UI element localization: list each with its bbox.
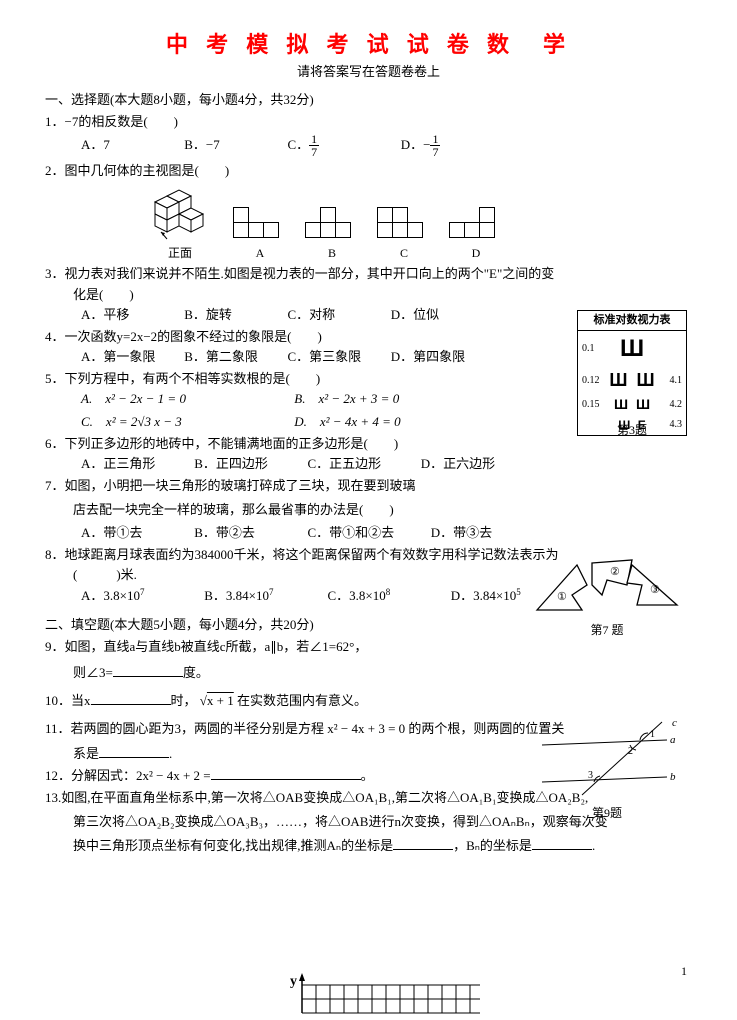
q7-caption: 第7 题 <box>532 622 682 639</box>
q7-line2: 店去配一块完全一样的玻璃，那么最省事的办法是( ) <box>45 501 692 519</box>
q9-blank <box>113 664 183 677</box>
q13-blank-a <box>393 837 453 850</box>
q6-opt-d: D．正六边形 <box>421 455 495 473</box>
q7-figure: ① ② ③ 第7 题 <box>532 555 682 639</box>
svg-text:1: 1 <box>650 729 655 740</box>
svg-text:②: ② <box>610 566 620 578</box>
svg-text:c: c <box>672 720 677 729</box>
q3-line2: 化是( ) <box>45 286 692 304</box>
q2-front-label: 正面 <box>168 245 192 262</box>
q10: 10．当x时， √x + 1 在实数范围内有意义。 <box>45 692 692 710</box>
q1-opt-c: C．17 <box>288 133 398 158</box>
q4-opt-a: A．第一象限 <box>81 348 181 366</box>
svg-text:2: 2 <box>628 746 633 757</box>
q8-opt-d: D．3.84×105 <box>451 586 521 606</box>
q9-caption: 第9题 <box>532 805 682 822</box>
q7-opt-b: B．带②去 <box>194 524 304 542</box>
q3-opt-d: D．位似 <box>391 306 439 324</box>
q2-figures: 正面 A B C <box>45 187 692 262</box>
q7-options: A．带①去 B．带②去 C．带①和②去 D．带③去 <box>45 524 692 542</box>
q3-opt-a: A．平移 <box>81 306 181 324</box>
page-title: 中 考 模 拟 考 试 试 卷 数 学 <box>45 30 692 61</box>
q6-opt-c: C．正五边形 <box>308 455 418 473</box>
y-axis-label: y <box>290 974 297 989</box>
q9-figure: c a b 1 2 3 第9题 <box>532 720 682 810</box>
q4-opt-d: D．第四象限 <box>391 348 465 366</box>
eye-chart: 标准对数视力表 0.1Ш0.12Ш Ш4.10.15Ш Ш4.2Ш E4.3 <box>577 310 687 436</box>
svg-text:3: 3 <box>588 770 593 781</box>
q2-opt-a-fig: A <box>233 207 287 262</box>
q2: 2．图中几何体的主视图是( ) <box>45 162 692 180</box>
q13-line3: 换中三角形顶点坐标有何变化,找出规律,推测Aₙ的坐标是，Bₙ的坐标是. <box>45 837 692 855</box>
q8-opt-c: C．3.8×108 <box>328 586 448 606</box>
q6-options: A．正三角形 B．正四边形 C．正五边形 D．正六边形 <box>45 455 692 473</box>
q7-opt-a: A．带①去 <box>81 524 191 542</box>
svg-text:b: b <box>670 771 676 783</box>
q2-opt-c-fig: C <box>377 207 431 262</box>
q1-opt-a: A．7 <box>81 136 181 154</box>
eye-chart-title: 标准对数视力表 <box>578 311 686 331</box>
q2-opt-c: C <box>400 245 408 262</box>
q7-opt-d: D．带③去 <box>431 524 492 542</box>
q13-figure: y <box>280 973 480 1020</box>
section-1-head: 一、选择题(本大题8小题，每小题4分，共32分) <box>45 91 692 109</box>
q1-opt-b: B．−7 <box>184 136 284 154</box>
eye-chart-caption: 第3题 <box>577 422 687 439</box>
svg-text:①: ① <box>557 591 567 603</box>
q2-opt-d: D <box>472 245 481 262</box>
q5-opt-b: B. x² − 2x + 3 = 0 <box>294 390 399 408</box>
q12-blank <box>211 767 361 780</box>
q5-opt-a: A. x² − 2x − 1 = 0 <box>81 390 291 408</box>
q3-opt-b: B．旋转 <box>184 306 284 324</box>
q4-opt-b: B．第二象限 <box>184 348 284 366</box>
q2-solid: 正面 <box>145 187 215 262</box>
q10-blank <box>91 692 171 705</box>
q2-opt-d-fig: D <box>449 207 503 262</box>
q11-blank <box>99 745 169 758</box>
svg-text:a: a <box>670 734 676 746</box>
q9-line2: 则∠3=度。 <box>45 664 692 682</box>
svg-text:③: ③ <box>650 584 660 596</box>
q8-opt-a: A．3.8×107 <box>81 586 201 606</box>
page-number: 1 <box>681 963 687 980</box>
q6-opt-a: A．正三角形 <box>81 455 191 473</box>
q4-opt-c: C．第三象限 <box>288 348 388 366</box>
q1: 1．−7的相反数是( ) <box>45 113 692 131</box>
q5-opt-c: C. x² = 2√3 x − 3 <box>81 413 291 431</box>
q13-blank-b <box>532 837 592 850</box>
q8-opt-b: B．3.84×107 <box>204 586 324 606</box>
q2-opt-b: B <box>328 245 336 262</box>
q6-opt-b: B．正四边形 <box>194 455 304 473</box>
q2-opt-b-fig: B <box>305 207 359 262</box>
subtitle: 请将答案写在答题卷卷上 <box>45 63 692 81</box>
q7-opt-c: C．带①和②去 <box>308 524 428 542</box>
q3-line1: 3．视力表对我们来说并不陌生.如图是视力表的一部分，其中开口向上的两个"E"之间… <box>45 265 692 283</box>
q7-line1: 7．如图，小明把一块三角形的玻璃打碎成了三块，现在要到玻璃 <box>45 477 692 495</box>
q2-opt-a: A <box>256 245 265 262</box>
q1-options: A．7 B．−7 C．17 D．−17 <box>45 133 692 158</box>
q5-opt-d: D. x² − 4x + 4 = 0 <box>294 413 400 431</box>
q1-opt-d: D．−17 <box>401 133 441 158</box>
q9-line1: 9．如图，直线a与直线b被直线c所截，a∥b，若∠1=62°， <box>45 638 692 656</box>
q3-opt-c: C．对称 <box>288 306 388 324</box>
